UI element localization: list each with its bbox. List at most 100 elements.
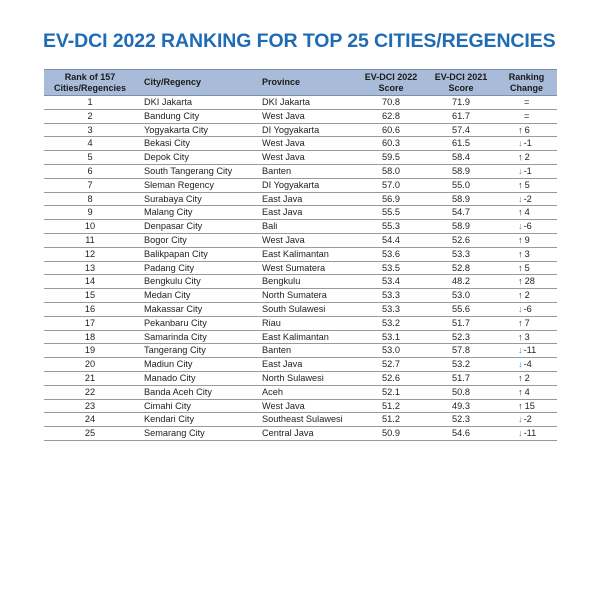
- province-cell: Southeast Sulawesi: [254, 412, 356, 428]
- score-2021-cell: 50.8: [426, 385, 496, 400]
- province-cell: North Sumatera: [254, 288, 356, 303]
- table-row: 10 Denpasar City Bali 55.3 58.9 ↓-6: [44, 219, 557, 234]
- ranking-change-cell: ↑ 6: [496, 123, 557, 138]
- table-row: 12 Balikpapan City East Kalimantan 53.6 53.3…: [44, 247, 557, 262]
- table-row: 21 Manado City North Sulawesi 52.6 51.7 ↑ 2: [44, 371, 557, 386]
- city-cell: Malang City: [136, 205, 254, 221]
- rank-cell: 18: [44, 330, 136, 345]
- score-2022-cell: 57.0: [356, 178, 426, 193]
- city-cell: South Tangerang City: [136, 164, 254, 179]
- city-cell: Surabaya City: [136, 192, 254, 207]
- ranking-change-cell: ↑ 15: [496, 399, 557, 414]
- ranking-change-value: 5: [524, 179, 530, 190]
- score-2021-cell: 48.2: [426, 274, 496, 290]
- table-row: 5 Depok City West Java 59.5 58.4 ↑ 2: [44, 150, 557, 165]
- arrow-down-icon: ↓: [518, 221, 523, 232]
- city-cell: Samarinda City: [136, 330, 254, 345]
- city-cell: Depok City: [136, 150, 254, 165]
- city-cell: Madiun City: [136, 357, 254, 372]
- arrow-down-icon: ↓: [518, 414, 523, 425]
- rank-cell: 5: [44, 150, 136, 165]
- ranking-change-cell: ↑ 28: [496, 274, 557, 290]
- ranking-change-cell: ↑ 2: [496, 288, 557, 303]
- city-cell: Bogor City: [136, 233, 254, 248]
- score-2022-cell: 70.8: [356, 95, 426, 110]
- city-cell: Denpasar City: [136, 219, 254, 234]
- score-2022-cell: 55.5: [356, 205, 426, 221]
- table-row: 19 Tangerang City Banten 53.0 57.8 ↓-11: [44, 343, 557, 359]
- ranking-change-value: 3: [524, 331, 530, 342]
- ranking-change-cell: ↓-11: [496, 343, 557, 359]
- table-row: 13 Padang City West Sumatera 53.5 52.8 ↑ 5: [44, 261, 557, 276]
- score-2022-cell: 60.3: [356, 136, 426, 152]
- header-score-2021: EV-DCI 2021 Score: [426, 69, 496, 96]
- rank-cell: 19: [44, 343, 136, 359]
- score-2021-cell: 58.9: [426, 192, 496, 207]
- ranking-change-value: 7: [524, 317, 530, 328]
- rank-cell: 1: [44, 95, 136, 110]
- ranking-change-cell: ↓-1: [496, 164, 557, 179]
- city-cell: DKI Jakarta: [136, 95, 254, 110]
- ranking-change-value: 5: [524, 262, 530, 273]
- score-2022-cell: 51.2: [356, 412, 426, 428]
- header-ranking-change: Ranking Change: [496, 69, 557, 96]
- rank-cell: 22: [44, 385, 136, 400]
- province-cell: DI Yogyakarta: [254, 123, 356, 138]
- arrow-down-icon: ↓: [518, 303, 523, 314]
- header-city: City/Regency: [136, 69, 254, 96]
- arrow-up-icon: ↑: [518, 248, 523, 259]
- score-2022-cell: 54.4: [356, 233, 426, 248]
- table-row: 9 Malang City East Java 55.5 54.7 ↑ 4: [44, 205, 557, 221]
- province-cell: West Java: [254, 233, 356, 248]
- ranking-change-cell: ↓-2: [496, 412, 557, 428]
- ranking-change-value: 9: [524, 234, 530, 245]
- score-2022-cell: 53.6: [356, 247, 426, 262]
- city-cell: Manado City: [136, 371, 254, 386]
- score-2022-cell: 53.5: [356, 261, 426, 276]
- city-cell: Pekanbaru City: [136, 316, 254, 331]
- header-score-2022: EV-DCI 2022 Score: [356, 69, 426, 96]
- header-province: Province: [254, 69, 356, 96]
- city-cell: Bandung City: [136, 109, 254, 124]
- ranking-change-cell: ↑ 4: [496, 205, 557, 221]
- ranking-change-value: -1: [523, 165, 532, 176]
- province-cell: Riau: [254, 316, 356, 331]
- rank-cell: 12: [44, 247, 136, 262]
- province-cell: West Java: [254, 136, 356, 152]
- rank-cell: 21: [44, 371, 136, 386]
- header-rank: Rank of 157 Cities/Regencies: [44, 69, 136, 96]
- score-2021-cell: 61.5: [426, 136, 496, 152]
- arrow-up-icon: ↑: [518, 234, 523, 245]
- score-2022-cell: 53.2: [356, 316, 426, 331]
- score-2021-cell: 54.6: [426, 426, 496, 441]
- table-row: 23 Cimahi City West Java 51.2 49.3 ↑ 15: [44, 399, 557, 414]
- ranking-change-cell: ↑ 5: [496, 261, 557, 276]
- arrow-up-icon: ↑: [518, 207, 523, 218]
- ranking-change-value: -6: [523, 303, 532, 314]
- score-2021-cell: 52.6: [426, 233, 496, 248]
- province-cell: East Java: [254, 205, 356, 221]
- score-2021-cell: 53.0: [426, 288, 496, 303]
- arrow-down-icon: ↓: [518, 428, 523, 439]
- arrow-down-icon: ↓: [518, 193, 523, 204]
- rank-cell: 9: [44, 205, 136, 221]
- arrow-up-icon: ↑: [518, 400, 523, 411]
- province-cell: East Java: [254, 192, 356, 207]
- ranking-change-cell: ↑ 3: [496, 330, 557, 345]
- score-2022-cell: 58.0: [356, 164, 426, 179]
- score-2022-cell: 53.0: [356, 343, 426, 359]
- table-row: 20 Madiun City East Java 52.7 53.2 ↓-4: [44, 357, 557, 372]
- arrow-up-icon: ↑: [518, 179, 523, 190]
- city-cell: Medan City: [136, 288, 254, 303]
- ranking-change-cell: ↓-6: [496, 302, 557, 317]
- ranking-change-value: 2: [524, 152, 530, 163]
- ranking-change-cell: ↑ 3: [496, 247, 557, 262]
- arrow-up-icon: ↑: [518, 372, 523, 383]
- rank-cell: 4: [44, 136, 136, 152]
- province-cell: Aceh: [254, 385, 356, 400]
- rank-cell: 6: [44, 164, 136, 179]
- ranking-change-cell: ↓-4: [496, 357, 557, 372]
- score-2021-cell: 58.9: [426, 164, 496, 179]
- score-2022-cell: 56.9: [356, 192, 426, 207]
- arrow-down-icon: ↓: [518, 359, 523, 370]
